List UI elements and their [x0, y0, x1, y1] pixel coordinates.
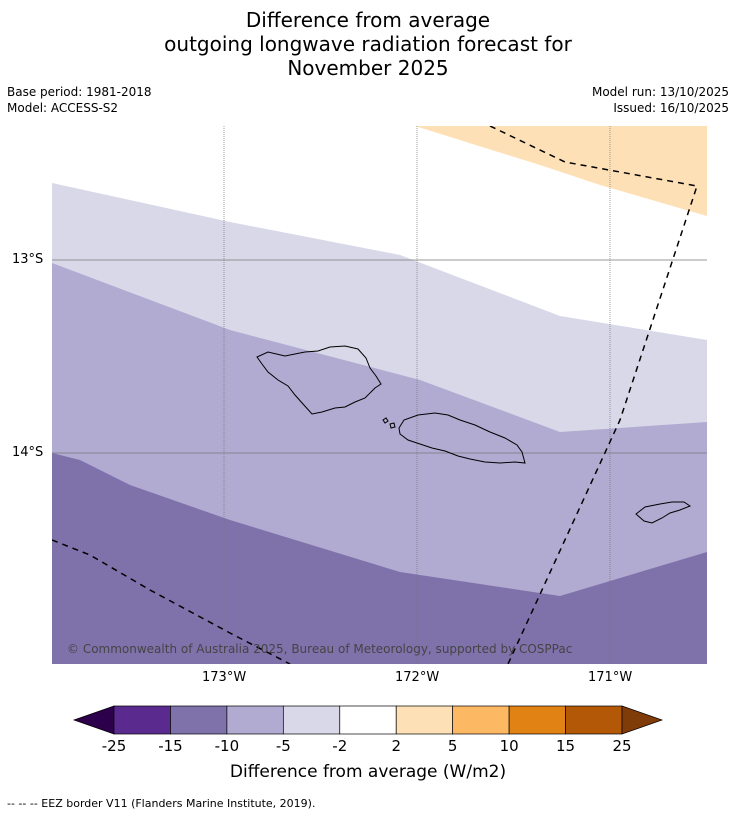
colorbar-tick-label: 2	[391, 737, 401, 755]
colorbar-segment	[565, 705, 623, 735]
colorbar-segment	[339, 705, 397, 735]
chart-title: Difference from average outgoing longwav…	[0, 8, 736, 80]
island-upolu	[398, 412, 526, 464]
title-line-1: Difference from average	[245, 8, 491, 32]
colorbar-tick-label: -10	[214, 737, 240, 755]
base-period: Base period: 1981-2018	[7, 85, 152, 99]
lon-label-173w: 173°W	[202, 670, 247, 685]
copyright-notice: © Commonwealth of Australia 2025, Bureau…	[67, 642, 573, 656]
meta-left: Base period: 1981-2018 Model: ACCESS-S2	[7, 84, 152, 116]
title-line-3: November 2025	[287, 56, 449, 80]
island-savaii	[256, 345, 382, 415]
colorbar-segment	[452, 705, 510, 735]
colorbar-over-arrow	[621, 705, 664, 735]
anomaly-band-neg10-neg15	[52, 453, 707, 664]
colorbar-segment	[395, 705, 454, 735]
lon-label-172w: 172°W	[395, 670, 440, 685]
colorbar	[72, 705, 664, 735]
model-run: Model run: 13/10/2025	[591, 85, 729, 99]
eez-border-south	[52, 539, 291, 664]
map-plot-area	[52, 126, 707, 664]
anomaly-band-pos2-pos5	[415, 126, 707, 216]
meta-right: Model run: 13/10/2025 Issued: 16/10/2025	[592, 84, 729, 116]
colorbar-segment	[282, 705, 341, 735]
colorbar-tick-label: 5	[447, 737, 458, 755]
colorbar-segment	[226, 705, 284, 735]
eez-border	[52, 126, 698, 664]
colorbar-tick-label: 10	[499, 737, 519, 755]
colorbar-tick-label: 15	[556, 737, 576, 755]
lat-label-14s: 14°S	[12, 445, 44, 460]
colorbar-tick-label: -25	[101, 737, 127, 755]
issued-date: Issued: 16/10/2025	[613, 101, 729, 115]
colorbar-segment	[508, 705, 566, 735]
colorbar-segment	[170, 705, 228, 735]
island-tutuila	[635, 501, 692, 524]
colorbar-tick-label: -5	[275, 737, 291, 755]
colorbar-segment	[113, 705, 171, 735]
island-manono	[382, 417, 396, 429]
model-name: Model: ACCESS-S2	[7, 101, 119, 115]
colorbar-tick-label: 25	[612, 737, 632, 755]
colorbar-segments	[113, 705, 623, 735]
title-line-2: outgoing longwave radiation forecast for	[164, 32, 572, 56]
colorbar-tick-label: -15	[158, 737, 183, 755]
eez-footer-note: -- -- -- EEZ border V11 (Flanders Marine…	[7, 797, 316, 810]
gridlines	[52, 126, 707, 664]
colorbar-tick-label: -2	[332, 737, 348, 755]
colorbar-under-arrow	[72, 705, 115, 735]
lat-label-13s: 13°S	[12, 252, 44, 267]
colorbar-title: Difference from average (W/m2)	[229, 762, 507, 782]
lon-label-171w: 171°W	[588, 670, 633, 685]
eez-border-east	[489, 126, 698, 664]
